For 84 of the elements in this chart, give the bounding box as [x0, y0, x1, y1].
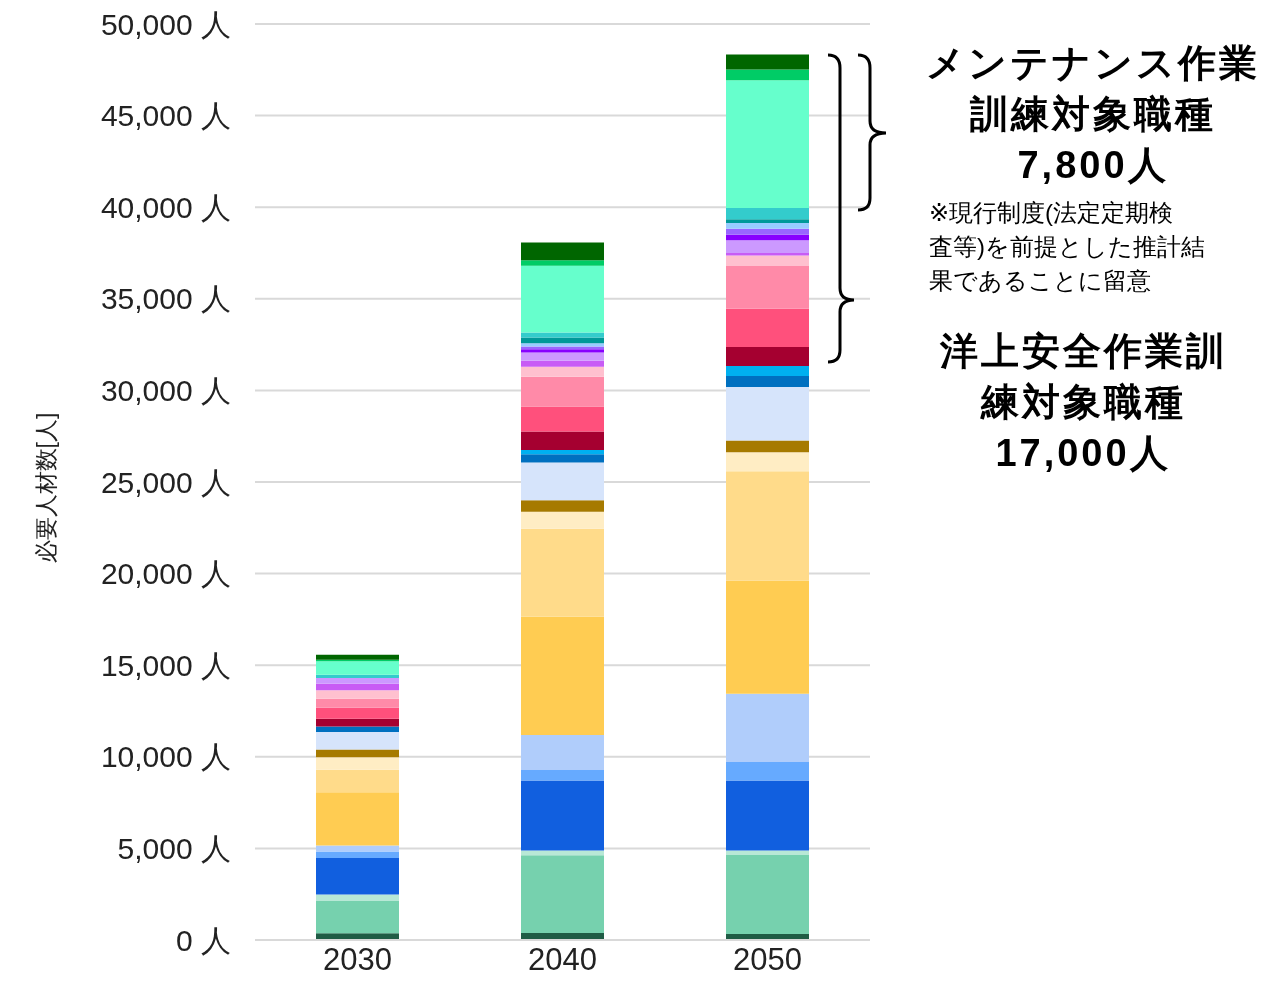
bar [726, 440, 809, 453]
bar [726, 452, 809, 472]
bar [726, 850, 809, 855]
bar [521, 260, 604, 266]
x-tick-label: 2040 [528, 942, 597, 978]
bar [726, 207, 809, 220]
text: メンテナンス作業訓練対象職種7,800人 [925, 41, 1261, 188]
bar [521, 735, 604, 770]
bar [521, 462, 604, 501]
bar [316, 726, 399, 733]
bar [726, 80, 809, 208]
bar [726, 855, 809, 934]
bar [316, 858, 399, 895]
bar [521, 360, 604, 367]
bar [521, 780, 604, 851]
bar [521, 528, 604, 617]
y-tick-label: 10,000 人 [100, 740, 231, 774]
y-tick-label: 45,000 人 [100, 99, 231, 133]
bar [521, 242, 604, 261]
y-tick-label: 30,000 人 [100, 374, 231, 408]
bar [726, 693, 809, 763]
bar [521, 850, 604, 856]
y-tick-label: 20,000 人 [100, 557, 231, 591]
text: ※現行制度(法定定期検査等)を前提とした推計結果であることに留意 [929, 198, 1206, 296]
bar [316, 707, 399, 719]
bar [726, 54, 809, 70]
y-axis-title: 必要人材数[人] [31, 412, 60, 564]
bar [726, 228, 809, 235]
bar [726, 240, 809, 253]
y-tick-label: 35,000 人 [100, 282, 231, 316]
bar [726, 222, 809, 229]
bar [521, 855, 604, 934]
bar [316, 769, 399, 793]
bar [316, 732, 399, 750]
bar [726, 69, 809, 81]
bar [726, 266, 809, 309]
bar [521, 431, 604, 451]
y-tick-label: 50,000 人 [100, 7, 231, 41]
bar [521, 454, 604, 463]
y-tick-label: 15,000 人 [100, 648, 231, 682]
bar [521, 406, 604, 432]
bar [316, 894, 399, 901]
bar [316, 683, 399, 691]
bar [521, 366, 604, 377]
bar [726, 255, 809, 267]
y-tick-label: 25,000 人 [100, 465, 231, 499]
bar [726, 219, 809, 223]
bar [726, 762, 809, 781]
bar [316, 757, 399, 770]
bar [726, 366, 809, 377]
bar [316, 749, 399, 758]
bar [316, 698, 399, 708]
bar [521, 511, 604, 529]
y-tick-label: 5,000 人 [117, 832, 231, 866]
bar [726, 346, 809, 367]
bar [521, 352, 604, 361]
bar [726, 387, 809, 441]
bar [316, 661, 399, 675]
bar [316, 718, 399, 727]
bar [521, 450, 604, 455]
bar [316, 674, 399, 679]
y-tick-label: 40,000 人 [100, 190, 231, 224]
bar [316, 678, 399, 684]
bar [316, 851, 399, 859]
bar [521, 769, 604, 781]
text: 洋上安全作業訓練対象職種17,000人 [938, 329, 1228, 476]
bar [726, 308, 809, 347]
bar [316, 845, 399, 852]
bar [316, 690, 399, 699]
bar [726, 376, 809, 388]
bar [521, 337, 604, 344]
bar [726, 471, 809, 581]
bar [521, 616, 604, 735]
y-tick-label: 0 人 [175, 923, 231, 957]
x-tick-label: 2050 [733, 942, 802, 978]
bar [521, 376, 604, 407]
bar [521, 500, 604, 512]
bar [316, 900, 399, 934]
x-tick-label: 2030 [323, 942, 392, 978]
bar [316, 792, 399, 846]
bar [726, 780, 809, 851]
bar [726, 580, 809, 694]
bar [316, 654, 399, 660]
bar [521, 265, 604, 333]
